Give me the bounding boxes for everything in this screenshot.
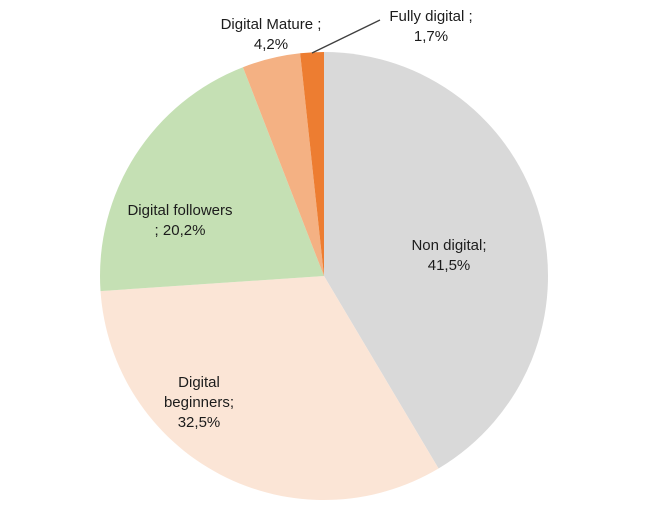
data-label-value: 4,2% [253, 36, 289, 53]
data-label-value: 32,5% [177, 414, 221, 431]
pie-slice-non-digital [324, 52, 549, 469]
data-label-value: ; 20,2% [154, 222, 206, 239]
data-label-category: beginners; [163, 394, 235, 411]
data-label-digital-mature: Digital Mature ; 4,2% [221, 15, 322, 55]
leader-line-fully-digital [311, 19, 381, 54]
data-label-category: Digital followers [127, 202, 233, 219]
data-label-fully-digital: Fully digital ; 1,7% [389, 7, 472, 47]
data-label-category: Digital [178, 374, 220, 391]
data-label-non-digital: Non digital; 41,5% [411, 236, 486, 276]
data-label-value: 41,5% [427, 257, 471, 274]
data-label-category: Digital Mature ; [220, 16, 322, 33]
pie-slice-digital-beginners [100, 276, 439, 501]
data-label-value: 1,7% [413, 28, 449, 45]
data-label-digital-beginners: Digital beginners; 32,5% [164, 373, 234, 433]
pie-slice-digital-mature [242, 53, 324, 276]
data-label-digital-followers: Digital followers ; 20,2% [127, 201, 232, 241]
pie-slice-digital-followers [100, 67, 324, 292]
data-label-category: Non digital; [411, 237, 487, 254]
data-label-category: Fully digital ; [389, 8, 473, 25]
pie-slice-fully-digital [300, 51, 324, 276]
